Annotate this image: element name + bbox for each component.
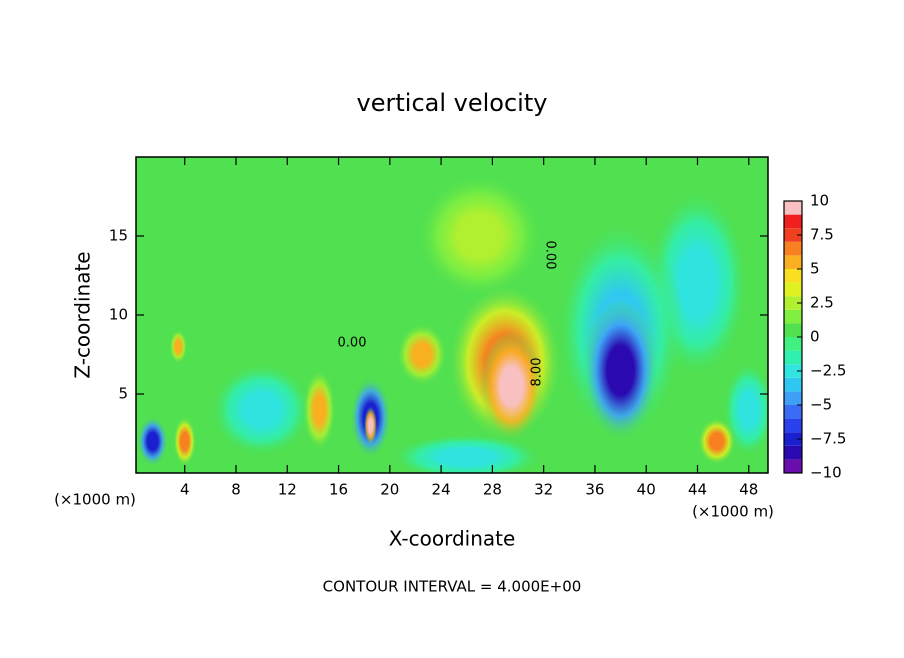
field-cell bbox=[173, 416, 197, 467]
x-tick-label: 28 bbox=[483, 481, 502, 499]
field-cell bbox=[396, 322, 448, 387]
x-unit: (×1000 m) bbox=[54, 491, 136, 509]
y-tick-label: 10 bbox=[109, 306, 128, 324]
colorbar-band bbox=[784, 418, 802, 433]
colorbar-band bbox=[784, 405, 802, 419]
colorbar-tick-label: −7.5 bbox=[810, 430, 846, 448]
colorbar-tick-label: 0 bbox=[810, 328, 820, 346]
x-tick-label: 36 bbox=[585, 481, 604, 499]
colorbar-tick-label: −5 bbox=[810, 396, 832, 414]
y-unit: (×1000 m) bbox=[692, 503, 774, 521]
field-cell bbox=[697, 417, 736, 466]
colorbar-band bbox=[784, 459, 802, 473]
colorbar-band bbox=[784, 391, 802, 405]
colorbar-band bbox=[784, 337, 802, 351]
y-tick-label: 5 bbox=[118, 385, 128, 403]
colorbar-band bbox=[784, 201, 802, 215]
field-cell bbox=[415, 172, 544, 300]
field bbox=[136, 157, 768, 473]
x-tick-label: 12 bbox=[278, 481, 297, 499]
x-tick-label: 8 bbox=[231, 481, 241, 499]
x-tick-label: 24 bbox=[432, 481, 451, 499]
field-cell bbox=[210, 362, 313, 458]
x-tick-label: 48 bbox=[739, 481, 758, 499]
y-axis-label: Z-coordinate bbox=[71, 251, 95, 378]
colorbar-band bbox=[784, 255, 802, 269]
colorbar-tick-label: 10 bbox=[810, 192, 829, 210]
colorbar-band bbox=[784, 214, 802, 229]
colorbar-band bbox=[784, 269, 802, 283]
colorbar-tick-label: −10 bbox=[810, 464, 842, 482]
contour-label: 0.00 bbox=[338, 336, 367, 351]
colorbar-band bbox=[784, 364, 802, 378]
footnote: CONTOUR INTERVAL = 4.000E+00 bbox=[323, 578, 582, 596]
colorbar-tick-label: 7.5 bbox=[810, 226, 834, 244]
x-tick-label: 16 bbox=[329, 481, 348, 499]
x-tick-label: 40 bbox=[637, 481, 656, 499]
colorbar-band bbox=[784, 309, 802, 324]
colorbar-band bbox=[784, 241, 802, 256]
colorbar-band bbox=[784, 323, 802, 337]
colorbar-band bbox=[784, 350, 802, 365]
colorbar-band bbox=[784, 296, 802, 310]
field-cell bbox=[169, 329, 188, 364]
contour-label: 8.00 bbox=[530, 358, 545, 387]
contour-label: 0.00 bbox=[543, 241, 558, 270]
colorbar-tick-label: −2.5 bbox=[810, 362, 846, 380]
field-cell bbox=[137, 416, 169, 467]
field-cell bbox=[302, 368, 336, 451]
colorbar-tick-label: 5 bbox=[810, 260, 820, 278]
x-tick-label: 32 bbox=[534, 481, 553, 499]
colorbar-tick-label: 2.5 bbox=[810, 294, 834, 312]
x-tick-label: 44 bbox=[688, 481, 707, 499]
field-cell bbox=[364, 406, 378, 445]
colorbar-band bbox=[784, 282, 802, 297]
colorbar-band bbox=[784, 377, 802, 392]
colorbar-band bbox=[784, 228, 802, 242]
colorbar-band bbox=[784, 445, 802, 460]
y-tick-label: 15 bbox=[109, 227, 128, 245]
x-axis-label: X-coordinate bbox=[389, 527, 516, 551]
x-tick-label: 4 bbox=[180, 481, 190, 499]
chart-title: vertical velocity bbox=[357, 89, 548, 117]
colorbar-band bbox=[784, 432, 802, 446]
field-cell bbox=[582, 299, 660, 442]
field-cell bbox=[479, 330, 544, 442]
field-cell bbox=[389, 433, 544, 473]
x-tick-label: 20 bbox=[380, 481, 399, 499]
